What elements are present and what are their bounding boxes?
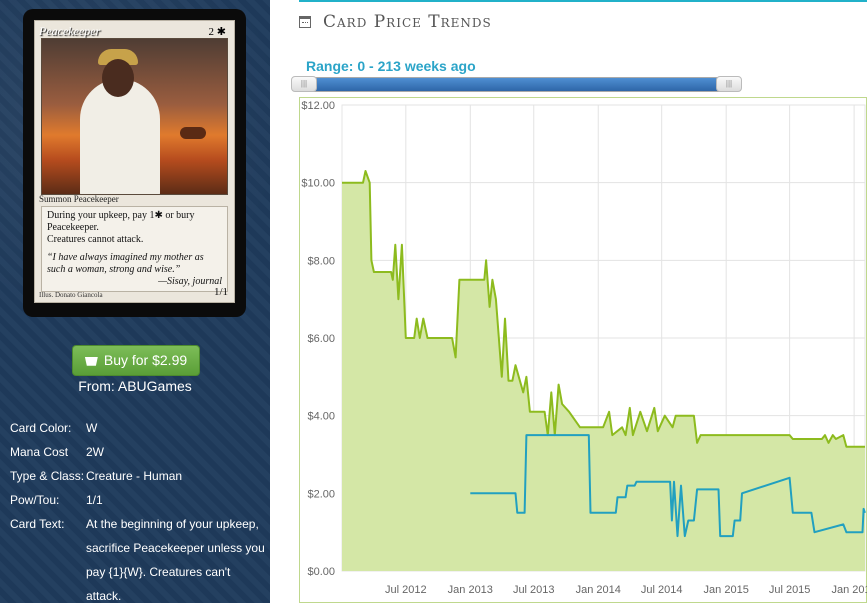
y-tick-label: $12.00: [301, 100, 335, 112]
info-label: Type & Class:: [10, 469, 85, 483]
y-tick-label: $0.00: [307, 566, 335, 578]
x-tick-label: Jul 2014: [641, 584, 683, 596]
card-illustrator: Illus. Donato Giancola: [39, 291, 103, 299]
info-value: 2W: [86, 445, 104, 459]
x-tick-label: Jul 2015: [769, 584, 811, 596]
card-sidebar: Peacekeeper 2 ✱ Summon Peacekeeper Durin…: [0, 0, 270, 603]
art-horse: [180, 127, 206, 139]
info-value: Creature - Human: [86, 469, 183, 483]
seller-label: From: ABUGames: [78, 378, 192, 394]
card-power-toughness: 1/1: [213, 286, 228, 298]
series-0-line: [342, 170, 865, 448]
buy-label: Buy for $2.99: [103, 352, 188, 368]
y-tick-label: $4.00: [307, 411, 335, 423]
card-type-line: Summon Peacekeeper: [39, 194, 119, 204]
buy-button[interactable]: Buy for $2.99: [72, 345, 200, 376]
y-tick-label: $2.00: [307, 488, 335, 500]
x-tick-label: Jan 2013: [448, 584, 493, 596]
card-rules-1: During your upkeep, pay 1✱ or bury Peace…: [47, 210, 195, 233]
card-info: Card Color: W Mana Cost 2W Type & Class:…: [10, 420, 265, 603]
y-tick-label: $6.00: [307, 333, 335, 345]
info-row-color: Card Color: W: [10, 420, 265, 436]
info-label: Card Color:: [10, 421, 72, 435]
info-label: Card Text:: [10, 517, 65, 531]
art-head: [102, 59, 134, 97]
x-tick-label: Jan 2016: [832, 584, 867, 596]
x-tick-label: Jul 2013: [513, 584, 555, 596]
card-name: Peacekeeper: [39, 24, 101, 38]
range-label: Range: 0 - 213 weeks ago: [306, 58, 476, 74]
info-value: W: [86, 421, 98, 435]
cart-icon: [84, 356, 98, 366]
x-tick-label: Jan 2015: [704, 584, 749, 596]
card-image: Peacekeeper 2 ✱ Summon Peacekeeper Durin…: [23, 9, 246, 317]
y-tick-label: $8.00: [307, 255, 335, 267]
chart-title: Card Price Trends: [323, 12, 492, 32]
slider-handle-right[interactable]: |||: [716, 76, 742, 92]
info-label: Mana Cost: [10, 445, 69, 459]
calendar-icon: [299, 16, 311, 28]
chart-header: Card Price Trends: [299, 12, 492, 32]
info-row-type: Type & Class: Creature - Human: [10, 468, 265, 484]
card-text-box: During your upkeep, pay 1✱ or bury Peace…: [41, 206, 228, 292]
card-rules-2: Creatures cannot attack.: [47, 234, 144, 245]
accent-bar: [299, 0, 867, 2]
x-tick-label: Jan 2014: [576, 584, 621, 596]
card-flavor: “I have always imagined my mother as suc…: [47, 252, 204, 275]
card-artwork: [41, 38, 228, 195]
card-face: Peacekeeper 2 ✱ Summon Peacekeeper Durin…: [34, 20, 235, 303]
x-tick-label: Jul 2012: [385, 584, 427, 596]
card-flavor-attr: —Sisay, journal: [158, 276, 222, 287]
price-chart: $0.00 $2.00 $4.00 $6.00 $8.00 $10.00 $12.00 Jul…: [299, 97, 867, 603]
y-tick-label: $10.00: [301, 178, 335, 190]
series-1-line: [470, 434, 866, 538]
info-value: 1/1: [86, 493, 103, 507]
info-row-pt: Pow/Tou: 1/1: [10, 492, 265, 508]
range-slider[interactable]: [300, 77, 740, 92]
art-headdress: [98, 49, 138, 65]
info-row-text: Card Text: At the beginning of your upke…: [10, 516, 265, 603]
art-figure: [80, 79, 160, 194]
series-0-area: [342, 171, 865, 571]
info-label: Pow/Tou:: [10, 493, 60, 507]
slider-handle-left[interactable]: |||: [291, 76, 317, 92]
info-row-mana: Mana Cost 2W: [10, 444, 265, 460]
card-mana-cost: 2 ✱: [208, 26, 226, 38]
info-value: At the beginning of your upkeep, sacrifi…: [86, 517, 265, 603]
